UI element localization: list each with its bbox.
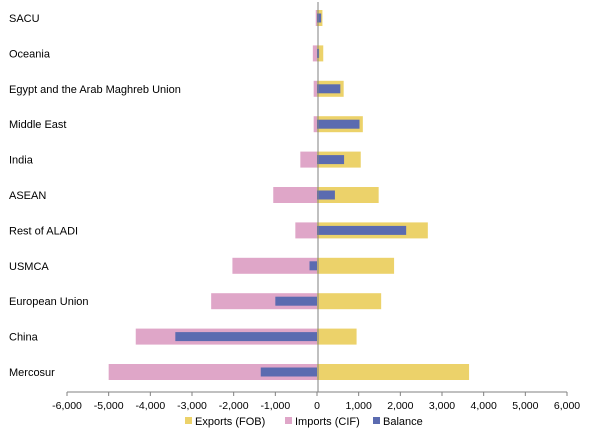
category-label: India bbox=[9, 155, 34, 167]
x-tick-label: -1,000 bbox=[260, 400, 290, 412]
category-label: Oceania bbox=[9, 48, 51, 60]
legend-label-imports-cif: Imports (CIF) bbox=[295, 416, 360, 428]
x-tick-label: -4,000 bbox=[135, 400, 165, 412]
category-label: Egypt and the Arab Maghreb Union bbox=[9, 84, 181, 96]
bar-balance-sacu bbox=[317, 13, 322, 23]
category-label: USMCA bbox=[9, 261, 49, 273]
bar-exports-mercosur bbox=[317, 364, 470, 380]
x-tick-label: 3,000 bbox=[429, 400, 455, 412]
x-tick-label: 4,000 bbox=[471, 400, 497, 412]
bar-imports-asean bbox=[273, 187, 317, 203]
x-tick-label: -2,000 bbox=[219, 400, 249, 412]
bar-exports-oceania bbox=[317, 45, 324, 62]
category-label: Middle East bbox=[9, 119, 66, 131]
bar-balance-middle-east bbox=[317, 119, 360, 129]
x-tick-label: -3,000 bbox=[177, 400, 207, 412]
bar-imports-sacu bbox=[315, 10, 317, 26]
legend-label-exports-fob: Exports (FOB) bbox=[195, 416, 265, 428]
category-label: European Union bbox=[9, 296, 89, 308]
x-tick-label: 2,000 bbox=[387, 400, 413, 412]
category-label: Mercosur bbox=[9, 367, 55, 379]
legend-swatch-exports-fob bbox=[185, 417, 192, 424]
x-tick-label: 6,000 bbox=[554, 400, 580, 412]
bar-balance-european-union bbox=[275, 296, 317, 306]
bar-imports-middle-east bbox=[313, 116, 317, 133]
x-tick-label: -6,000 bbox=[52, 400, 82, 412]
bar-balance-rest-of-aladi bbox=[317, 225, 407, 235]
bar-balance-egypt-and-the-arab-maghreb-union bbox=[317, 84, 341, 94]
category-label: SACU bbox=[9, 13, 40, 25]
bar-imports-usmca bbox=[232, 257, 317, 274]
x-tick-label: -5,000 bbox=[94, 400, 124, 412]
legend-swatch-imports-cif bbox=[285, 417, 292, 424]
category-label: ASEAN bbox=[9, 190, 46, 202]
bar-balance-asean bbox=[317, 190, 335, 200]
x-tick-label: 1,000 bbox=[346, 400, 372, 412]
bar-imports-oceania bbox=[312, 45, 317, 62]
bar-imports-rest-of-aladi bbox=[295, 222, 317, 239]
bar-balance-india bbox=[317, 155, 345, 165]
bar-balance-china bbox=[175, 332, 317, 342]
bar-exports-usmca bbox=[317, 257, 395, 274]
bar-balance-mercosur bbox=[260, 367, 317, 377]
legend-label-balance: Balance bbox=[383, 416, 423, 428]
x-tick-label: 5,000 bbox=[512, 400, 538, 412]
bar-imports-egypt-and-the-arab-maghreb-union bbox=[313, 80, 317, 97]
bar-exports-european-union bbox=[317, 293, 382, 310]
category-label: China bbox=[9, 332, 39, 344]
category-label: Rest of ALADI bbox=[9, 225, 78, 237]
bar-balance-usmca bbox=[309, 261, 317, 271]
legend-swatch-balance bbox=[373, 417, 380, 424]
x-tick-label: 0 bbox=[314, 400, 320, 412]
bar-exports-china bbox=[317, 328, 357, 345]
bar-imports-india bbox=[300, 151, 317, 168]
